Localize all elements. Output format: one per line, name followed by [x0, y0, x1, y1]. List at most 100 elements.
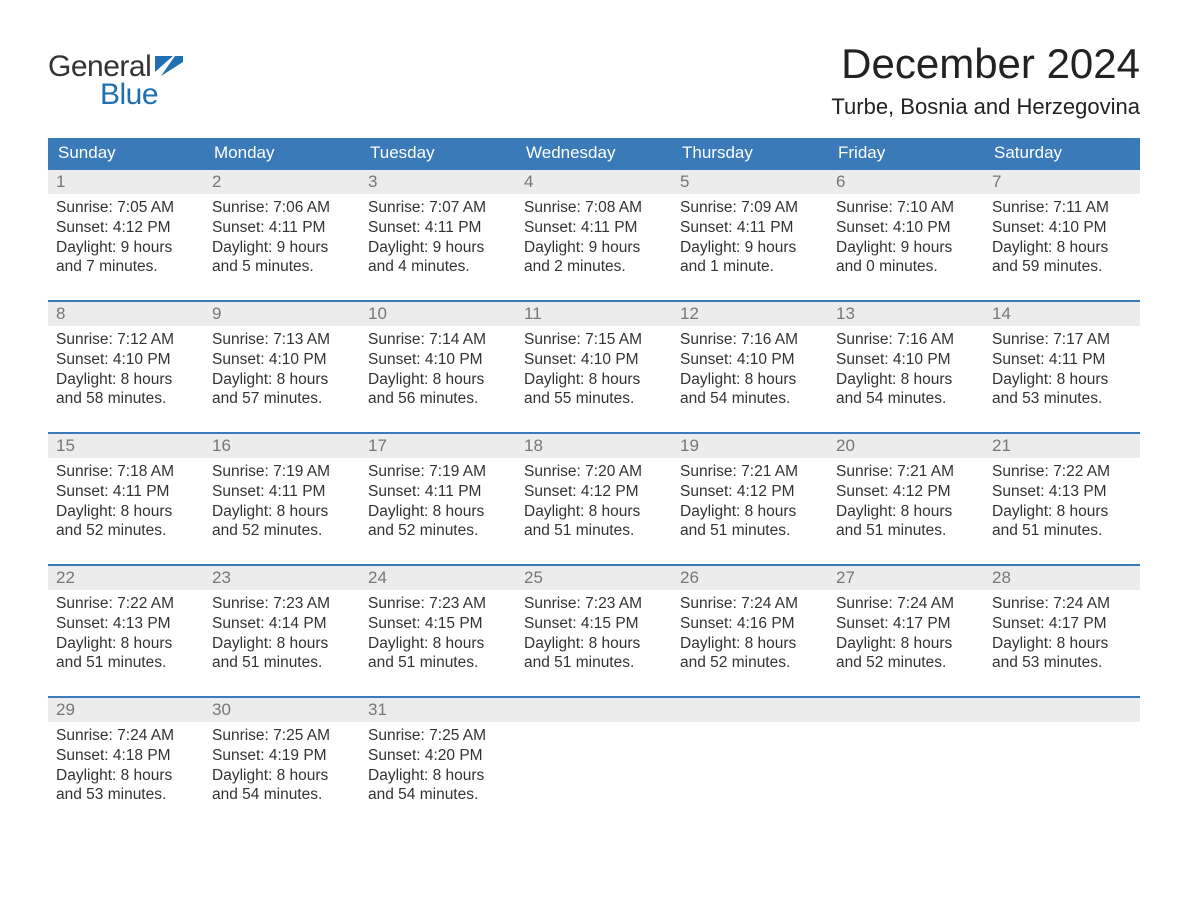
calendar-day: 29Sunrise: 7:24 AMSunset: 4:18 PMDayligh… — [48, 698, 204, 814]
sunset-text: Sunset: 4:17 PM — [836, 614, 976, 634]
calendar-day: 1Sunrise: 7:05 AMSunset: 4:12 PMDaylight… — [48, 170, 204, 286]
daylight-line2: and 51 minutes. — [524, 521, 664, 541]
day-details: Sunrise: 7:07 AMSunset: 4:11 PMDaylight:… — [360, 194, 516, 285]
daylight-line2: and 7 minutes. — [56, 257, 196, 277]
day-details: Sunrise: 7:11 AMSunset: 4:10 PMDaylight:… — [984, 194, 1140, 285]
day-details: Sunrise: 7:25 AMSunset: 4:20 PMDaylight:… — [360, 722, 516, 813]
day-number: 4 — [516, 170, 672, 194]
header-area: General Blue December 2024 Turbe, Bosnia… — [48, 40, 1140, 120]
daylight-line2: and 51 minutes. — [680, 521, 820, 541]
day-details: Sunrise: 7:06 AMSunset: 4:11 PMDaylight:… — [204, 194, 360, 285]
daylight-line1: Daylight: 8 hours — [368, 634, 508, 654]
day-details: Sunrise: 7:24 AMSunset: 4:17 PMDaylight:… — [984, 590, 1140, 681]
sunset-text: Sunset: 4:11 PM — [212, 482, 352, 502]
sunrise-text: Sunrise: 7:20 AM — [524, 462, 664, 482]
daylight-line1: Daylight: 8 hours — [524, 370, 664, 390]
day-details: Sunrise: 7:16 AMSunset: 4:10 PMDaylight:… — [672, 326, 828, 417]
day-details: Sunrise: 7:19 AMSunset: 4:11 PMDaylight:… — [360, 458, 516, 549]
sunset-text: Sunset: 4:11 PM — [368, 482, 508, 502]
daylight-line1: Daylight: 9 hours — [836, 238, 976, 258]
calendar-day: . — [516, 698, 672, 814]
sunset-text: Sunset: 4:10 PM — [212, 350, 352, 370]
sunrise-text: Sunrise: 7:24 AM — [992, 594, 1132, 614]
day-number: 30 — [204, 698, 360, 722]
day-details: Sunrise: 7:23 AMSunset: 4:15 PMDaylight:… — [360, 590, 516, 681]
sunrise-text: Sunrise: 7:13 AM — [212, 330, 352, 350]
sunrise-text: Sunrise: 7:19 AM — [368, 462, 508, 482]
sunset-text: Sunset: 4:17 PM — [992, 614, 1132, 634]
daylight-line1: Daylight: 8 hours — [56, 370, 196, 390]
daylight-line2: and 53 minutes. — [992, 389, 1132, 409]
sunset-text: Sunset: 4:10 PM — [524, 350, 664, 370]
daylight-line1: Daylight: 8 hours — [212, 766, 352, 786]
sunrise-text: Sunrise: 7:07 AM — [368, 198, 508, 218]
daylight-line1: Daylight: 8 hours — [992, 634, 1132, 654]
sunrise-text: Sunrise: 7:18 AM — [56, 462, 196, 482]
day-number: 16 — [204, 434, 360, 458]
day-details: Sunrise: 7:19 AMSunset: 4:11 PMDaylight:… — [204, 458, 360, 549]
day-number: 27 — [828, 566, 984, 590]
calendar-day: 23Sunrise: 7:23 AMSunset: 4:14 PMDayligh… — [204, 566, 360, 682]
daylight-line1: Daylight: 8 hours — [368, 766, 508, 786]
sunrise-text: Sunrise: 7:25 AM — [368, 726, 508, 746]
daylight-line1: Daylight: 8 hours — [212, 502, 352, 522]
day-number: . — [672, 698, 828, 722]
calendar-week: 1Sunrise: 7:05 AMSunset: 4:12 PMDaylight… — [48, 168, 1140, 286]
daylight-line2: and 51 minutes. — [992, 521, 1132, 541]
day-number: 9 — [204, 302, 360, 326]
calendar-day: 20Sunrise: 7:21 AMSunset: 4:12 PMDayligh… — [828, 434, 984, 550]
day-number: 29 — [48, 698, 204, 722]
day-number: . — [516, 698, 672, 722]
sunset-text: Sunset: 4:12 PM — [56, 218, 196, 238]
sunrise-text: Sunrise: 7:24 AM — [56, 726, 196, 746]
daylight-line1: Daylight: 9 hours — [368, 238, 508, 258]
daylight-line1: Daylight: 8 hours — [680, 634, 820, 654]
weekday-header-row: Sunday Monday Tuesday Wednesday Thursday… — [48, 138, 1140, 168]
daylight-line2: and 52 minutes. — [680, 653, 820, 673]
day-number: 18 — [516, 434, 672, 458]
sunset-text: Sunset: 4:16 PM — [680, 614, 820, 634]
sunset-text: Sunset: 4:13 PM — [992, 482, 1132, 502]
sunrise-text: Sunrise: 7:25 AM — [212, 726, 352, 746]
day-number: 2 — [204, 170, 360, 194]
sunrise-text: Sunrise: 7:16 AM — [836, 330, 976, 350]
sunset-text: Sunset: 4:11 PM — [680, 218, 820, 238]
calendar-day: 6Sunrise: 7:10 AMSunset: 4:10 PMDaylight… — [828, 170, 984, 286]
daylight-line2: and 53 minutes. — [56, 785, 196, 805]
sunset-text: Sunset: 4:11 PM — [368, 218, 508, 238]
daylight-line2: and 52 minutes. — [56, 521, 196, 541]
sunrise-text: Sunrise: 7:16 AM — [680, 330, 820, 350]
daylight-line1: Daylight: 9 hours — [524, 238, 664, 258]
daylight-line2: and 5 minutes. — [212, 257, 352, 277]
weekday-header: Friday — [828, 138, 984, 168]
daylight-line1: Daylight: 8 hours — [836, 634, 976, 654]
sunset-text: Sunset: 4:10 PM — [680, 350, 820, 370]
sunset-text: Sunset: 4:14 PM — [212, 614, 352, 634]
day-number: 22 — [48, 566, 204, 590]
sunrise-text: Sunrise: 7:19 AM — [212, 462, 352, 482]
calendar-day: 2Sunrise: 7:06 AMSunset: 4:11 PMDaylight… — [204, 170, 360, 286]
sunrise-text: Sunrise: 7:23 AM — [212, 594, 352, 614]
sunrise-text: Sunrise: 7:15 AM — [524, 330, 664, 350]
daylight-line2: and 51 minutes. — [368, 653, 508, 673]
daylight-line2: and 2 minutes. — [524, 257, 664, 277]
daylight-line1: Daylight: 8 hours — [212, 370, 352, 390]
sunrise-text: Sunrise: 7:11 AM — [992, 198, 1132, 218]
calendar-day: 30Sunrise: 7:25 AMSunset: 4:19 PMDayligh… — [204, 698, 360, 814]
day-details: Sunrise: 7:23 AMSunset: 4:15 PMDaylight:… — [516, 590, 672, 681]
calendar-day: . — [828, 698, 984, 814]
sunset-text: Sunset: 4:11 PM — [56, 482, 196, 502]
sunset-text: Sunset: 4:10 PM — [992, 218, 1132, 238]
sunset-text: Sunset: 4:19 PM — [212, 746, 352, 766]
daylight-line1: Daylight: 8 hours — [56, 766, 196, 786]
title-block: December 2024 Turbe, Bosnia and Herzegov… — [831, 40, 1140, 120]
sunrise-text: Sunrise: 7:14 AM — [368, 330, 508, 350]
daylight-line2: and 59 minutes. — [992, 257, 1132, 277]
daylight-line2: and 51 minutes. — [56, 653, 196, 673]
calendar-day: . — [672, 698, 828, 814]
calendar-day: 11Sunrise: 7:15 AMSunset: 4:10 PMDayligh… — [516, 302, 672, 418]
day-details: Sunrise: 7:24 AMSunset: 4:18 PMDaylight:… — [48, 722, 204, 813]
day-details: Sunrise: 7:25 AMSunset: 4:19 PMDaylight:… — [204, 722, 360, 813]
day-details: Sunrise: 7:20 AMSunset: 4:12 PMDaylight:… — [516, 458, 672, 549]
daylight-line1: Daylight: 8 hours — [992, 502, 1132, 522]
